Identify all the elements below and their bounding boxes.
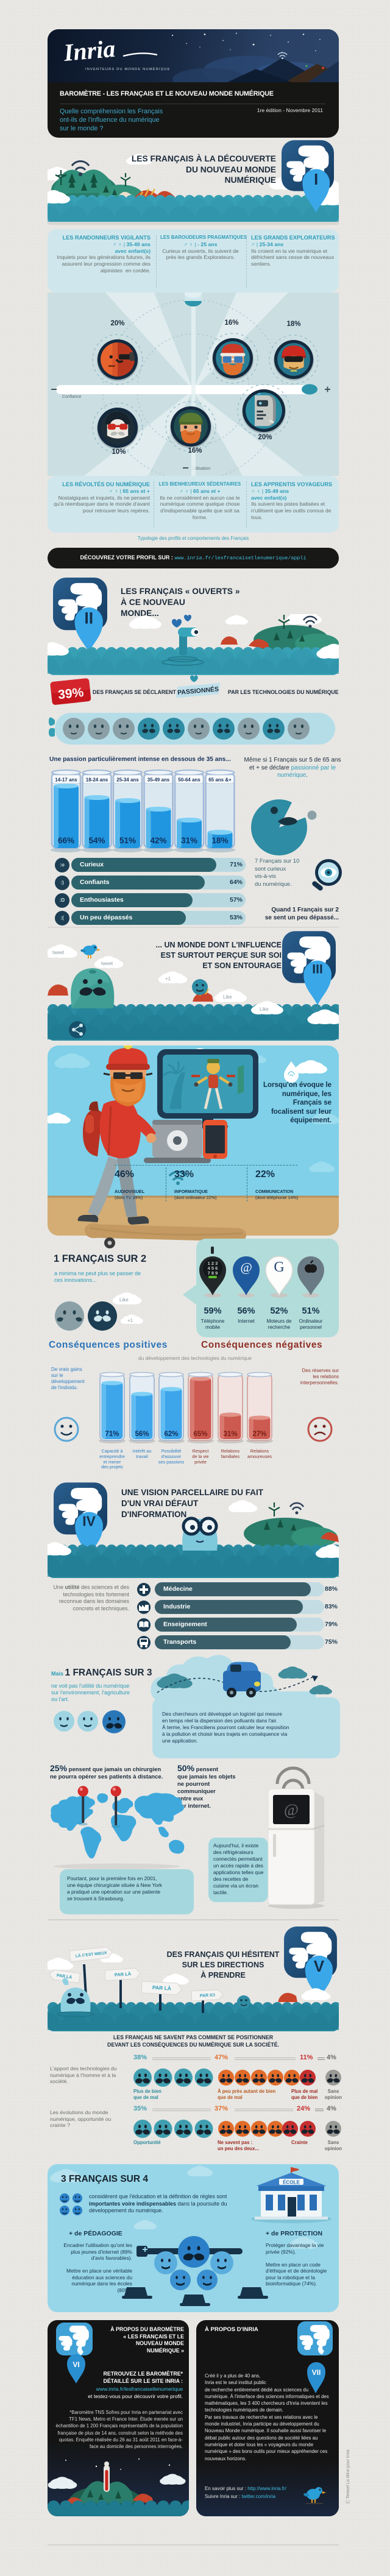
svg-text:tweet: tweet <box>52 950 65 955</box>
svg-text:tweet: tweet <box>101 961 113 966</box>
svg-text:50-64 ans: 50-64 ans <box>178 777 200 783</box>
svg-text:V: V <box>314 1957 325 1975</box>
svg-text:VI: VI <box>73 2360 79 2369</box>
svg-text:14-17 ans: 14-17 ans <box>55 777 77 783</box>
svg-text:+1: +1 <box>127 1318 133 1323</box>
svg-text:31%: 31% <box>181 836 197 845</box>
svg-text:À terme, les Franciliens pourr: À terme, les Franciliens pourront calcul… <box>162 1724 289 1730</box>
svg-text:Like: Like <box>119 1297 129 1303</box>
svg-text:Inria: Inria <box>62 35 116 66</box>
svg-text:71%: 71% <box>105 1431 119 1438</box>
svg-text:4 5 6: 4 5 6 <box>208 1265 218 1271</box>
svg-text:Like: Like <box>260 1007 269 1012</box>
svg-text:65%: 65% <box>193 1431 207 1438</box>
svg-text:+1: +1 <box>165 976 171 982</box>
svg-text:62%: 62% <box>164 1431 178 1438</box>
svg-text:39%: 39% <box>57 685 85 702</box>
svg-text:Like: Like <box>223 994 232 1000</box>
svg-text:G: G <box>274 1259 284 1275</box>
svg-text:III: III <box>312 963 323 977</box>
svg-text:18%: 18% <box>211 836 228 845</box>
svg-text:27%: 27% <box>252 1431 266 1438</box>
svg-text:56%: 56% <box>135 1431 149 1438</box>
svg-text:42%: 42% <box>150 836 166 845</box>
svg-text:Utilisation: Utilisation <box>192 467 210 471</box>
svg-text:25-34 ans: 25-34 ans <box>116 777 139 783</box>
svg-text:PASSIONNÉS: PASSIONNÉS <box>177 685 219 696</box>
svg-text:IV: IV <box>82 1513 96 1529</box>
svg-text:31%: 31% <box>223 1431 237 1438</box>
svg-text:@: @ <box>240 1260 252 1275</box>
svg-text:@: @ <box>284 1801 299 1819</box>
svg-text:en temps réel la dispersion de: en temps réel la dispersion des polluant… <box>162 1718 277 1724</box>
svg-text:7 8 9: 7 8 9 <box>208 1270 218 1276</box>
svg-text:51%: 51% <box>119 836 136 845</box>
svg-text:65 ans &+: 65 ans &+ <box>208 777 232 783</box>
svg-text:II: II <box>84 609 93 628</box>
svg-text:Confiance: Confiance <box>62 395 82 399</box>
svg-text:INVENTEURS DU MONDE NUMÉRIQUE: INVENTEURS DU MONDE NUMÉRIQUE <box>85 67 170 71</box>
svg-text:18-24 ans: 18-24 ans <box>86 777 108 783</box>
svg-text:à la pollution et choisir leur: à la pollution et choisir leurs trajets … <box>162 1731 288 1737</box>
svg-text:ÉCOLE: ÉCOLE <box>283 2180 300 2185</box>
svg-text:Des chercheurs ont développé u: Des chercheurs ont développé un logiciel… <box>162 1711 282 1717</box>
svg-text:66%: 66% <box>58 836 74 845</box>
svg-text:1 2 3: 1 2 3 <box>208 1261 218 1266</box>
svg-text:I: I <box>314 171 318 188</box>
svg-text:54%: 54% <box>88 836 105 845</box>
svg-text:PAR LÀ: PAR LÀ <box>115 1971 132 1978</box>
svg-text:VII: VII <box>312 2368 321 2377</box>
svg-text:PAR LÀ: PAR LÀ <box>152 1984 171 1992</box>
svg-text:35-49 ans: 35-49 ans <box>147 777 170 783</box>
svg-text:une application.: une application. <box>162 1738 198 1744</box>
svg-text:PAR ICI: PAR ICI <box>200 1993 216 1998</box>
